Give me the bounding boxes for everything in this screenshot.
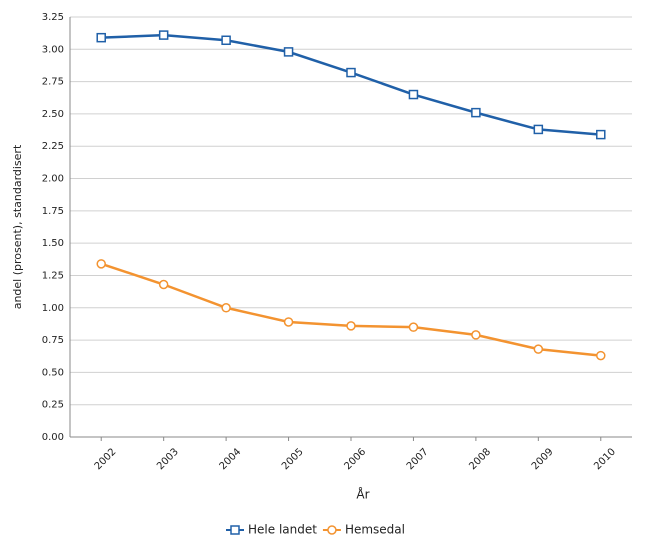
- point: [346, 67, 356, 78]
- point: [596, 350, 606, 361]
- y-tick-label: 1.25: [42, 270, 64, 281]
- point: [596, 129, 606, 140]
- x-tick-label: 2006: [342, 446, 368, 472]
- legend-marker: [327, 525, 337, 535]
- point: [533, 124, 544, 135]
- y-tick-label: 2.00: [42, 174, 64, 185]
- point: [283, 317, 294, 327]
- x-tick-label: 2008: [467, 446, 493, 472]
- x-axis-title: År: [356, 487, 369, 502]
- x-tick-label: 2004: [218, 446, 244, 472]
- y-tick-label: 2.25: [42, 141, 64, 152]
- y-tick-label: 0.00: [42, 432, 64, 443]
- y-tick-label: 0.75: [42, 335, 64, 346]
- y-axis-title: andel (prosent), standardisert: [11, 144, 24, 309]
- x-tick-label: 2010: [592, 446, 618, 472]
- legend-label: Hele landet: [248, 523, 317, 537]
- point: [408, 322, 419, 332]
- x-tick-label: 2007: [405, 446, 431, 472]
- y-tick-label: 1.50: [42, 238, 64, 249]
- x-tick-label: 2005: [280, 446, 306, 472]
- y-tick-label: 0.25: [42, 400, 64, 411]
- x-tick-label: 2009: [530, 446, 556, 472]
- x-tick-label: 2003: [155, 446, 181, 472]
- point: [533, 344, 544, 354]
- point: [158, 30, 169, 40]
- y-tick-label: 3.00: [42, 44, 64, 55]
- point: [158, 279, 169, 290]
- y-tick-label: 2.50: [42, 109, 64, 120]
- y-tick-label: 0.50: [42, 367, 64, 378]
- point: [471, 330, 481, 340]
- point: [346, 321, 356, 331]
- point: [96, 32, 106, 43]
- point: [96, 259, 106, 269]
- point: [471, 107, 481, 118]
- y-tick-label: 3.25: [42, 12, 64, 23]
- point: [283, 47, 294, 57]
- y-tick-label: 1.75: [42, 206, 64, 217]
- y-tick-label: 2.75: [42, 77, 64, 88]
- series-line: [101, 33, 601, 136]
- legend-label: Hemsedal: [345, 523, 405, 537]
- y-tick-label: 1.00: [42, 303, 64, 314]
- point: [221, 35, 231, 46]
- point: [221, 303, 231, 313]
- legend-marker: [230, 525, 240, 535]
- point: [408, 89, 419, 100]
- series-line: [100, 262, 601, 357]
- x-tick-label: 2002: [93, 446, 119, 472]
